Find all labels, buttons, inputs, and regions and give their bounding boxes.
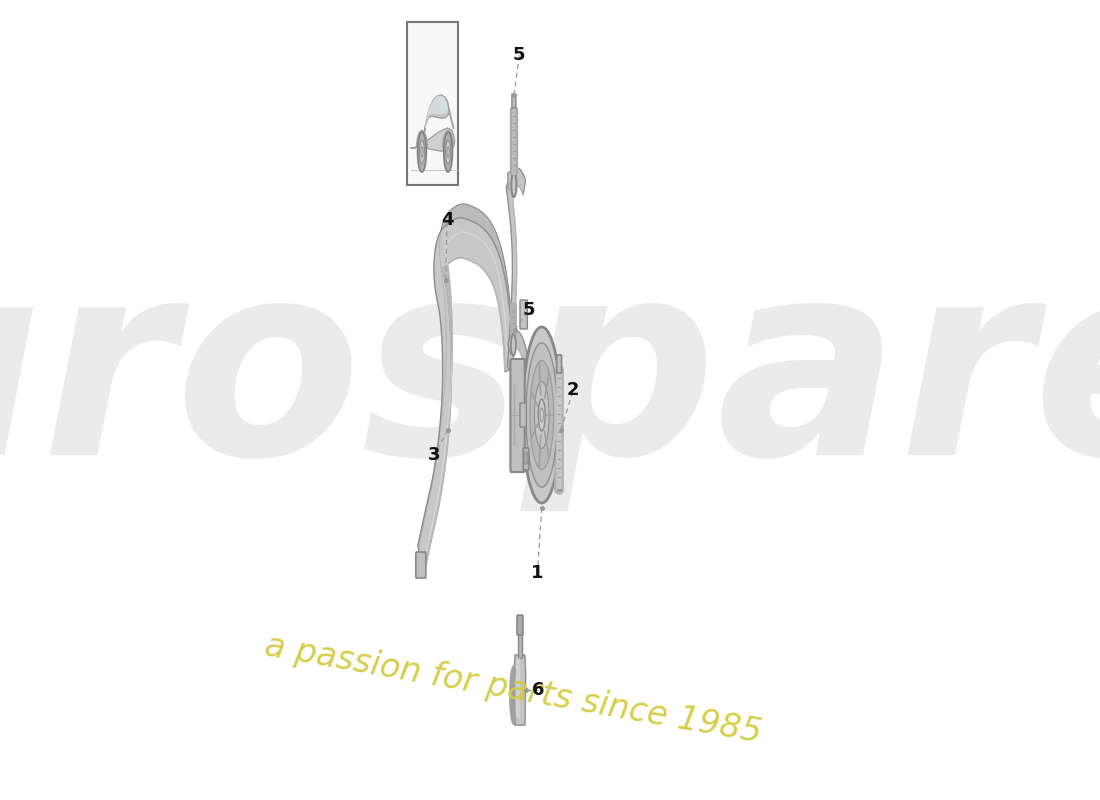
Polygon shape — [418, 218, 514, 574]
Text: 2: 2 — [568, 381, 580, 399]
Circle shape — [421, 147, 424, 157]
Text: eurospares: eurospares — [0, 249, 1100, 511]
Circle shape — [512, 173, 517, 197]
FancyBboxPatch shape — [524, 448, 529, 470]
Polygon shape — [439, 97, 448, 113]
Circle shape — [418, 132, 427, 172]
Polygon shape — [508, 168, 526, 195]
Circle shape — [540, 408, 543, 422]
Circle shape — [443, 132, 452, 172]
Polygon shape — [411, 128, 454, 151]
Circle shape — [538, 399, 546, 431]
Circle shape — [446, 140, 451, 164]
Circle shape — [530, 361, 553, 470]
FancyBboxPatch shape — [520, 403, 526, 427]
Circle shape — [535, 382, 549, 449]
Polygon shape — [418, 204, 513, 569]
Polygon shape — [426, 96, 446, 128]
Text: 3: 3 — [428, 446, 440, 464]
FancyBboxPatch shape — [510, 359, 525, 472]
Circle shape — [522, 327, 561, 503]
Bar — [407, 22, 458, 185]
Bar — [518, 630, 522, 658]
Circle shape — [512, 334, 516, 356]
Polygon shape — [515, 655, 526, 725]
Polygon shape — [506, 177, 517, 373]
Text: 5: 5 — [513, 46, 526, 64]
Polygon shape — [424, 95, 449, 138]
FancyBboxPatch shape — [524, 452, 528, 464]
Circle shape — [419, 140, 425, 164]
Circle shape — [526, 343, 558, 487]
FancyBboxPatch shape — [416, 552, 426, 578]
Polygon shape — [508, 330, 527, 365]
Text: 5: 5 — [522, 301, 535, 319]
FancyBboxPatch shape — [517, 615, 522, 635]
FancyBboxPatch shape — [557, 355, 562, 373]
FancyBboxPatch shape — [520, 300, 527, 329]
Circle shape — [447, 147, 449, 157]
Text: 1: 1 — [531, 564, 543, 582]
FancyBboxPatch shape — [512, 94, 516, 108]
Text: 4: 4 — [441, 211, 453, 229]
Text: a passion for parts since 1985: a passion for parts since 1985 — [262, 630, 764, 750]
Text: 6: 6 — [532, 681, 544, 699]
